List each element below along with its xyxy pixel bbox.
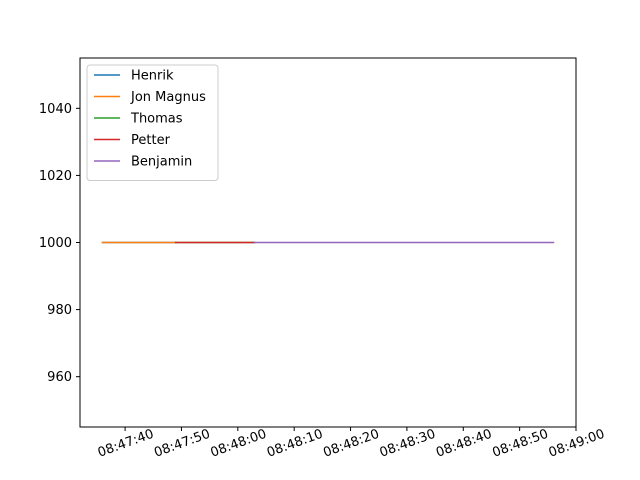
- legend-label-2: Thomas: [130, 112, 183, 127]
- legend: Henrik Jon Magnus Thomas Petter Benjamin: [86, 64, 219, 181]
- legend-label-0: Henrik: [131, 69, 174, 84]
- legend-label-1: Jon Magnus: [130, 90, 206, 105]
- plot-frame: [79, 57, 577, 428]
- legend-label-3: Petter: [131, 133, 171, 148]
- y-axis: 960 980 1000 1020 1040: [39, 102, 80, 385]
- y-tick-label-1: 980: [47, 303, 72, 318]
- y-tick-label-2: 1000: [39, 236, 72, 251]
- y-tick-label-4: 1040: [39, 102, 72, 117]
- legend-box: [86, 64, 219, 181]
- y-tick-label-3: 1020: [39, 169, 72, 184]
- legend-label-4: Benjamin: [131, 155, 192, 170]
- y-tick-label-0: 960: [47, 370, 72, 385]
